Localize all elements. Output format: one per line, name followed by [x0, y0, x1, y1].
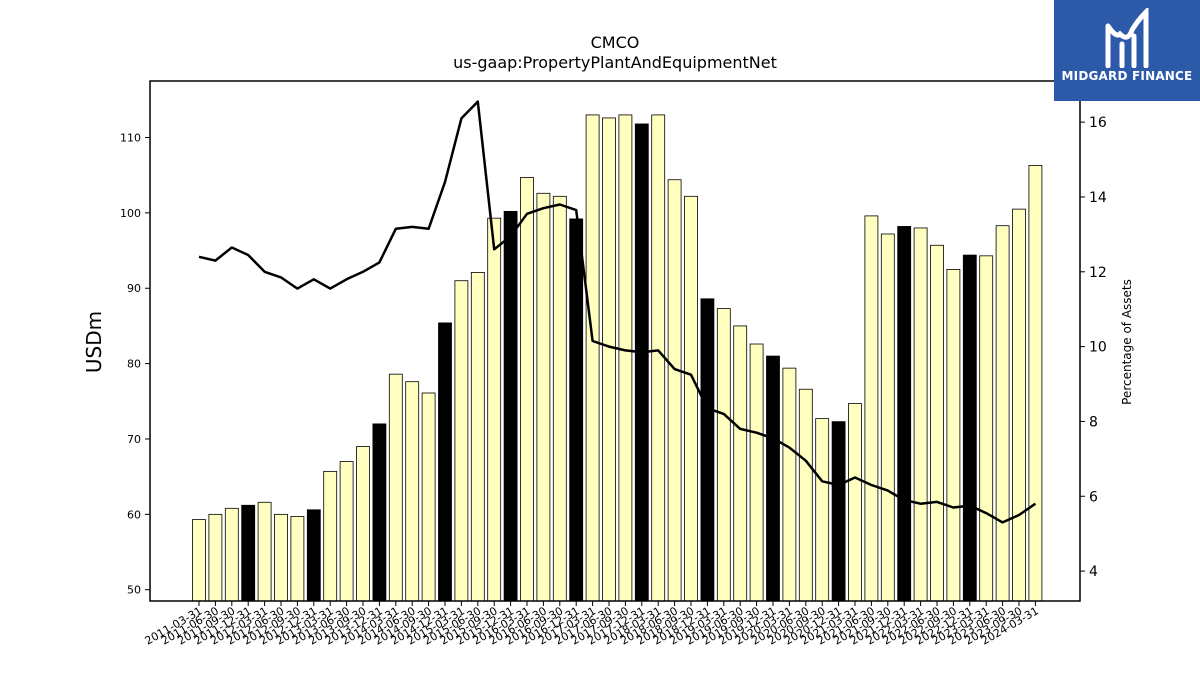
midgard-logo-icon — [1105, 8, 1149, 68]
bar — [880, 233, 895, 602]
bar — [356, 446, 370, 602]
bar — [192, 519, 206, 602]
y2-tick-label: 14 — [1089, 190, 1107, 206]
y2-tick-label: 16 — [1089, 115, 1107, 131]
bar — [733, 325, 748, 602]
bar — [831, 421, 846, 602]
bar — [405, 381, 420, 602]
midgard-logo: MIDGARD FINANCE — [1054, 0, 1200, 101]
y2-tick-label: 6 — [1089, 489, 1098, 505]
bar — [766, 355, 780, 602]
bar — [782, 367, 797, 602]
bar — [651, 114, 666, 602]
y2-tick-label: 12 — [1089, 265, 1107, 281]
bar — [585, 114, 600, 602]
percentage-line — [198, 100, 1037, 524]
bar — [470, 272, 485, 602]
bar — [224, 507, 239, 602]
bar — [913, 227, 928, 602]
bar — [716, 308, 731, 602]
y-tick-label: 50 — [127, 584, 141, 597]
bar — [520, 177, 534, 602]
bar — [241, 504, 256, 602]
y-tick-label: 100 — [120, 207, 141, 220]
y-tick-label: 90 — [127, 282, 141, 295]
bar — [634, 123, 649, 602]
bar — [979, 255, 994, 602]
chart-subtitle: us-gaap:PropertyPlantAndEquipmentNet — [453, 53, 777, 72]
bar — [454, 280, 469, 602]
bar — [684, 195, 698, 602]
bar — [339, 461, 354, 602]
bar — [667, 179, 682, 602]
bar — [930, 244, 944, 602]
bar — [274, 513, 288, 602]
bar — [815, 418, 830, 602]
bar — [503, 210, 518, 602]
bar — [749, 343, 764, 602]
y-tick-label: 110 — [120, 132, 141, 145]
bar — [848, 403, 862, 602]
bar — [569, 218, 584, 602]
bar — [962, 254, 977, 602]
bar — [995, 225, 1010, 602]
bar — [323, 470, 338, 602]
bar — [257, 501, 272, 602]
bar — [421, 392, 436, 602]
y-tick-label: 80 — [127, 358, 141, 371]
bar — [1012, 208, 1026, 602]
bar — [438, 322, 452, 602]
bar — [602, 117, 616, 602]
y-tick-label: 60 — [127, 508, 141, 521]
bar — [798, 388, 813, 602]
bar — [306, 509, 321, 602]
bar — [700, 298, 715, 602]
bar — [552, 195, 567, 602]
y-axis-label: USDm — [82, 311, 106, 373]
bar — [372, 423, 387, 602]
logo-text: MIDGARD FINANCE — [1061, 69, 1193, 83]
bar — [1028, 165, 1043, 602]
bar — [290, 516, 305, 602]
bar — [897, 226, 912, 602]
y2-tick-label: 10 — [1089, 340, 1107, 356]
y2-axis-label: Percentage of Assets — [1120, 279, 1134, 405]
bar — [864, 215, 879, 602]
chart-title: CMCO — [591, 33, 640, 52]
bar — [618, 114, 633, 602]
bar — [946, 269, 961, 602]
plot-frame — [149, 80, 1081, 602]
bar — [208, 513, 223, 602]
y2-tick-label: 8 — [1089, 414, 1098, 430]
y-tick-label: 70 — [127, 433, 141, 446]
bar — [388, 373, 403, 602]
bar — [536, 192, 551, 602]
bar — [487, 217, 502, 602]
y2-tick-label: 4 — [1089, 564, 1098, 580]
